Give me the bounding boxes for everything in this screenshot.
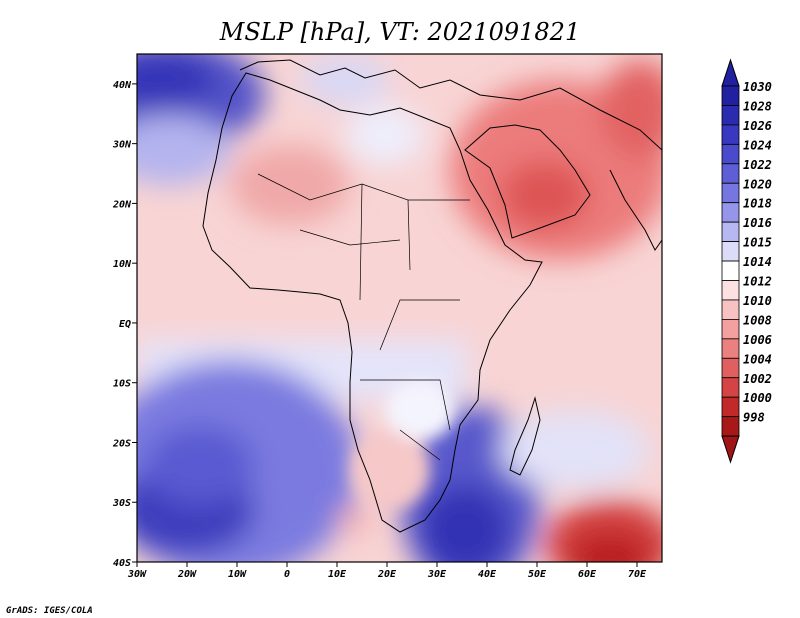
europe-coastline	[239, 59, 662, 151]
colorbar-label: 1015	[743, 236, 772, 250]
colorbar-segment	[721, 260, 740, 281]
x-tick-label: 10E	[328, 569, 347, 580]
x-tick-label: 20E	[377, 569, 397, 580]
y-tick-label: 40N	[113, 80, 132, 91]
colorbar-label: 1008	[743, 313, 772, 327]
x-tick-label: 30W	[127, 569, 147, 580]
y-tick-label: 10S	[113, 379, 131, 390]
colorbar-segment	[721, 85, 740, 106]
colorbar-segment	[721, 318, 740, 340]
credit-label: GrADS: IGES/COLA	[6, 606, 93, 616]
x-tick-label: 10W	[228, 569, 247, 580]
colorbar-label: 1016	[743, 216, 772, 230]
colorbar-top-arrow	[721, 58, 740, 87]
colorbar-label: 1014	[743, 255, 772, 269]
colorbar-segment	[721, 221, 740, 242]
y-tick-label: EQ	[119, 319, 131, 330]
colorbar-label: 1020	[743, 177, 772, 191]
country-borders	[257, 173, 470, 461]
x-tick-label: 0	[284, 569, 290, 580]
x-tick-label: 20W	[177, 569, 197, 580]
colorbar-segment	[721, 377, 740, 398]
colorbar-label: 1026	[743, 119, 772, 133]
map-frame	[136, 53, 663, 563]
x-tick-label: 50E	[528, 569, 547, 580]
colorbar-label: 1002	[743, 372, 772, 386]
x-tick-label: 40E	[478, 569, 497, 580]
colorbar-bottom-arrow	[721, 435, 740, 464]
colorbar: 1030 1028 1026 1024 1022 1020 1018 1016 1015 1014…	[721, 58, 772, 464]
colorbar-segment	[721, 143, 740, 165]
colorbar-segment	[721, 338, 740, 359]
colorbar-label: 998	[743, 411, 765, 425]
colorbar-segment	[721, 241, 740, 262]
pressure-field	[137, 54, 662, 562]
y-tick-label: 30N	[112, 140, 132, 151]
y-tick-label: 30S	[112, 498, 131, 509]
colorbar-segment	[721, 182, 740, 204]
africa-coastline	[202, 72, 543, 533]
chart-title: MSLP [hPa], VT: 2021091821	[219, 18, 580, 46]
colorbar-label: 1022	[743, 158, 772, 172]
colorbar-label: 1004	[743, 352, 772, 366]
colorbar-label: 1018	[743, 197, 772, 211]
colorbar-segment	[721, 163, 740, 184]
colorbar-segment	[721, 416, 740, 437]
colorbar-label: 1030	[743, 80, 772, 94]
colorbar-segment	[721, 202, 740, 223]
colorbar-label: 1024	[743, 138, 772, 152]
colorbar-segment	[721, 357, 740, 379]
y-tick-label: 40S	[113, 558, 131, 569]
colorbar-segment	[721, 124, 740, 145]
arabia-coastline	[464, 124, 591, 239]
colorbar-segment	[721, 105, 740, 126]
madagascar-coastline	[509, 396, 541, 476]
colorbar-segment	[721, 299, 740, 320]
colorbar-label: 1000	[743, 391, 772, 405]
colorbar-label: 1028	[743, 99, 772, 113]
india-coastline	[609, 169, 662, 251]
colorbar-label: 1006	[743, 333, 772, 347]
x-tick-label: 60E	[578, 569, 597, 580]
colorbar-segment	[721, 396, 740, 418]
x-tick-label: 70E	[628, 569, 647, 580]
y-tick-label: 20S	[112, 438, 131, 449]
y-axis: 40N 30N 20N 10N EQ 10S 20S 30S 40S	[112, 80, 137, 569]
y-tick-label: 20N	[112, 199, 132, 210]
y-tick-label: 10N	[113, 259, 132, 270]
colorbar-label: 1010	[743, 294, 772, 308]
colorbar-segment	[721, 280, 740, 301]
colorbar-label: 1012	[743, 275, 772, 289]
x-tick-label: 30E	[427, 569, 447, 580]
x-axis: 30W 20W 10W 0 10E 20E 30E 40E 50E 60E 70E	[127, 562, 647, 580]
